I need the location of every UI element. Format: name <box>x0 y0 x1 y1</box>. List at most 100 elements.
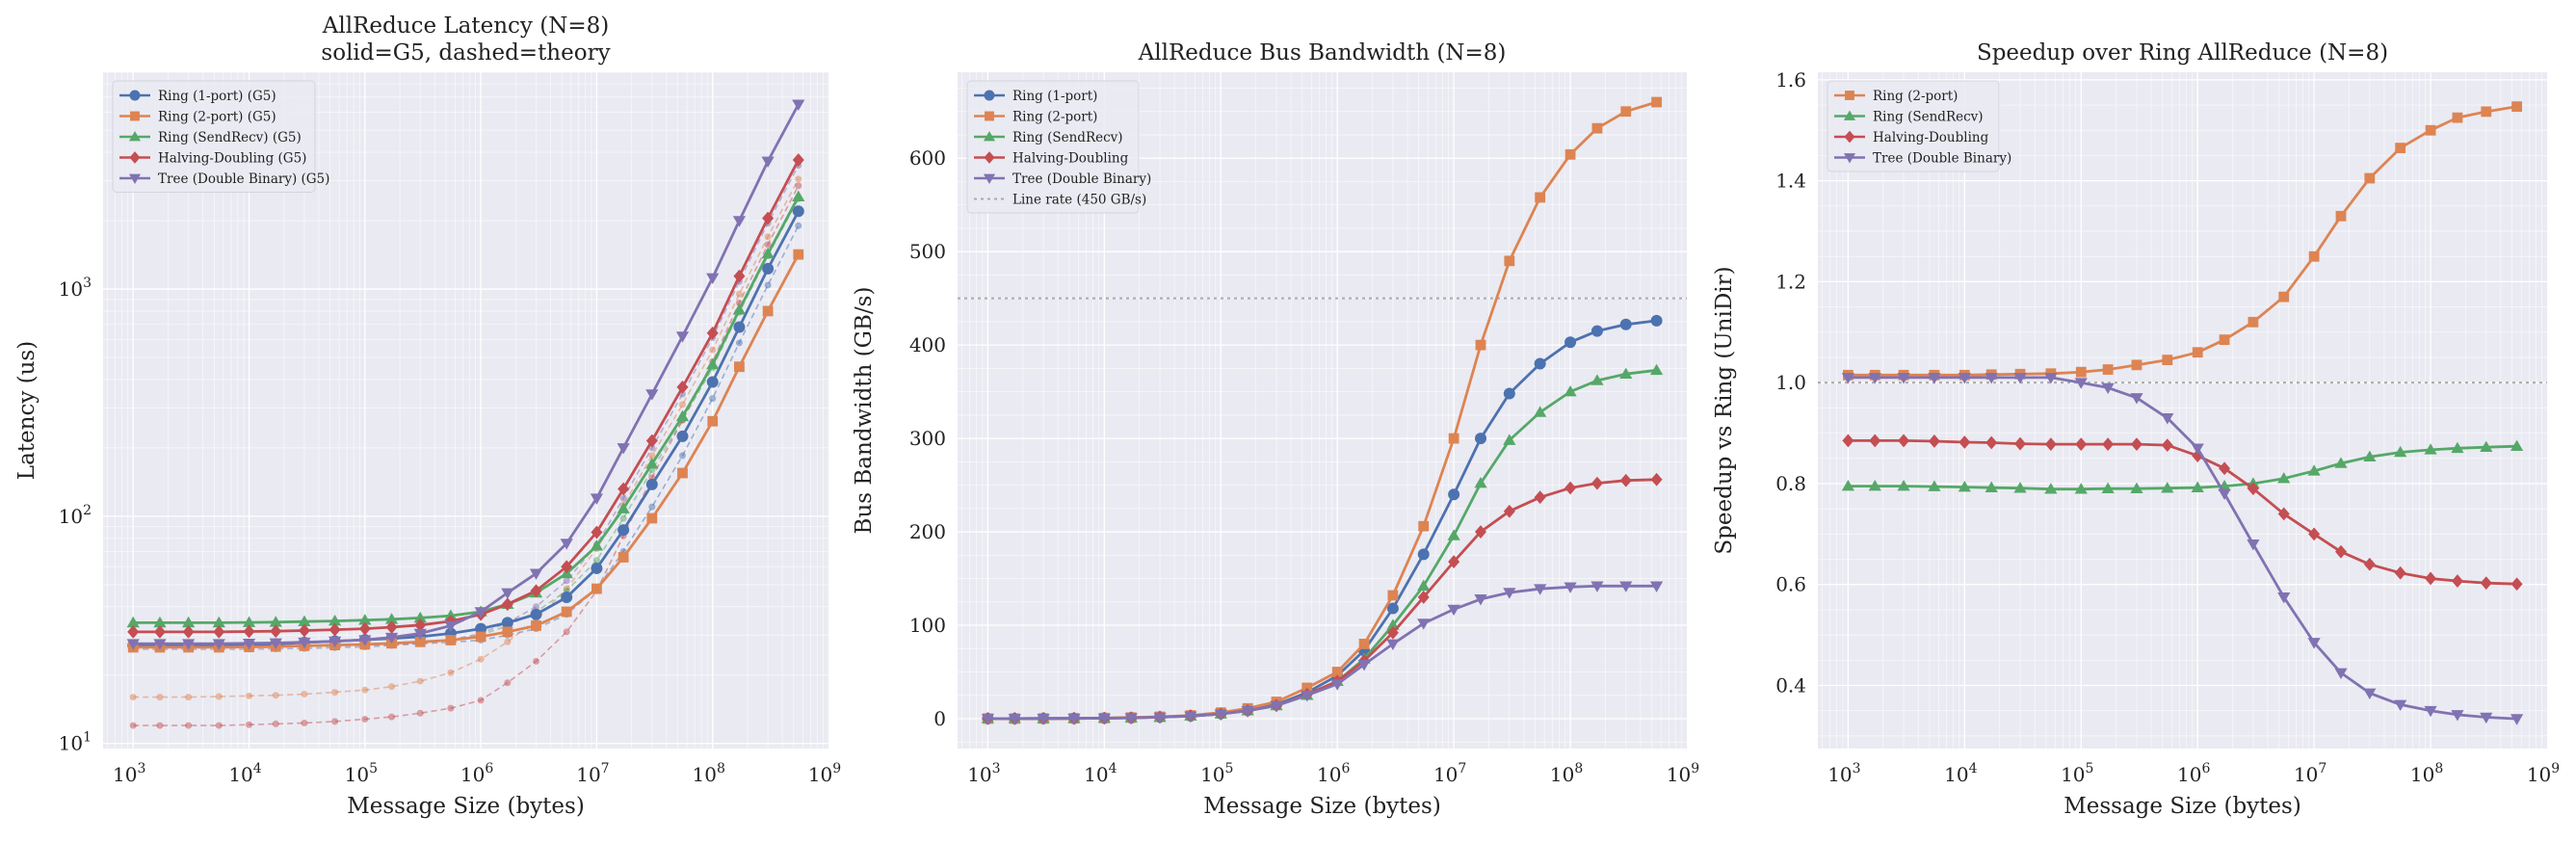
data-point <box>1564 148 1576 160</box>
data-point <box>1651 96 1663 108</box>
data-point <box>2424 443 2437 455</box>
x-tick-label: 107 <box>576 761 609 786</box>
series-5 <box>981 581 1664 725</box>
data-point <box>2510 439 2524 451</box>
data-point <box>561 560 573 574</box>
legend-item: Ring (2-port) <box>974 110 1097 125</box>
data-point <box>1897 373 1910 384</box>
data-point <box>561 591 573 603</box>
data-point <box>2307 464 2321 476</box>
minor-grid <box>103 72 828 749</box>
data-point <box>1534 584 1547 595</box>
data-point <box>2451 574 2463 588</box>
data-point <box>2075 366 2087 378</box>
data-point <box>2511 101 2523 113</box>
data-point <box>530 584 542 598</box>
theory-point <box>735 339 743 347</box>
theory-point <box>156 722 164 729</box>
y-tick-label: 1.4 <box>1775 170 1806 193</box>
legend-item: Ring (2-port) <box>1834 89 1958 104</box>
x-tick-label: 108 <box>2410 761 2443 786</box>
data-point <box>2074 378 2088 389</box>
y-axis-label: Speedup vs Ring (UniDir) <box>1712 266 1737 554</box>
data-point <box>1958 435 1971 449</box>
x-tick-label: 103 <box>113 761 145 786</box>
x-axis-label: Message Size (bytes) <box>2063 794 2301 819</box>
data-point <box>1301 690 1314 702</box>
data-point <box>676 430 689 442</box>
x-tick-label: 103 <box>1827 761 1860 786</box>
data-point <box>1447 604 1460 617</box>
theory-point <box>272 720 279 727</box>
data-point <box>2277 592 2291 604</box>
legend-item: Ring (1-port) (G5) <box>119 89 276 104</box>
series-4 <box>1841 373 2524 725</box>
data-point <box>1153 712 1167 724</box>
data-point <box>1564 385 1577 397</box>
data-point <box>706 357 720 370</box>
data-point <box>358 614 372 625</box>
data-point <box>2425 571 2437 586</box>
x-tick-label: 108 <box>1550 761 1583 786</box>
legend: Ring (2-port) Ring (SendRecv) Halving-Doub… <box>1827 80 2011 172</box>
data-point <box>213 624 225 639</box>
data-point <box>1503 434 1516 445</box>
data-point <box>2425 124 2436 136</box>
data-point <box>1417 579 1431 592</box>
legend-marker <box>1843 153 1856 164</box>
data-point <box>1448 555 1460 568</box>
legend-label: Ring (2-port) (G5) <box>158 110 276 125</box>
data-point <box>1619 318 1632 330</box>
data-point <box>1475 339 1486 351</box>
data-point <box>1897 479 1910 491</box>
data-point <box>618 524 630 537</box>
legend-label: Ring (SendRecv) (G5) <box>158 130 302 145</box>
data-point <box>2308 527 2321 541</box>
chart-panel-2: 103 104 105 106 107 108 109 Message Size (bytes… <box>852 40 1699 819</box>
data-point <box>1097 713 1111 725</box>
data-point <box>761 156 775 169</box>
data-point <box>2130 482 2143 494</box>
data-point <box>645 478 658 490</box>
data-point <box>2075 437 2088 451</box>
data-point <box>384 632 399 645</box>
legend-marker <box>128 173 142 185</box>
data-point <box>1650 472 1663 487</box>
data-point <box>1650 314 1663 327</box>
legend-marker <box>1843 110 1856 120</box>
y-axis: 101 102 103 Latency (us) <box>14 276 92 755</box>
data-point <box>2334 668 2348 680</box>
x-axis: 103 104 105 106 107 108 109 Message Size (bytes… <box>113 761 841 819</box>
data-point <box>2335 544 2348 559</box>
y-axis-label: Bus Bandwidth (GB/s) <box>852 287 877 535</box>
data-point <box>242 616 256 627</box>
data-point <box>242 638 256 650</box>
data-point <box>2334 457 2348 468</box>
data-point <box>1008 714 1021 725</box>
theory-point <box>416 709 424 717</box>
legend: Ring (1-port) Ring (2-port) Ring (SendRecv… <box>966 80 1151 214</box>
data-point <box>2247 539 2260 551</box>
theory-point <box>648 503 656 511</box>
legend-item: Halving-Doubling <box>974 151 1129 167</box>
data-point <box>1841 373 1854 384</box>
data-point <box>2363 557 2376 571</box>
series-line <box>987 584 1657 721</box>
data-point <box>530 608 542 620</box>
data-point <box>182 624 195 639</box>
legend-item: Ring (SendRecv) <box>974 130 1123 145</box>
data-point <box>384 613 399 624</box>
legend-item: Ring (2-port) (G5) <box>119 110 276 125</box>
data-point <box>2191 443 2204 455</box>
legend-label: Tree (Double Binary) <box>1873 151 2011 167</box>
legend-item: Ring (SendRecv) <box>1834 110 1984 125</box>
data-point <box>126 616 140 628</box>
data-point <box>1475 433 1487 445</box>
data-point <box>2308 250 2320 262</box>
data-point <box>2451 441 2464 454</box>
legend-marker <box>983 173 996 185</box>
theory-point <box>388 713 396 721</box>
data-point <box>2013 373 2027 384</box>
data-point <box>2278 291 2290 303</box>
data-point <box>1985 481 1998 492</box>
